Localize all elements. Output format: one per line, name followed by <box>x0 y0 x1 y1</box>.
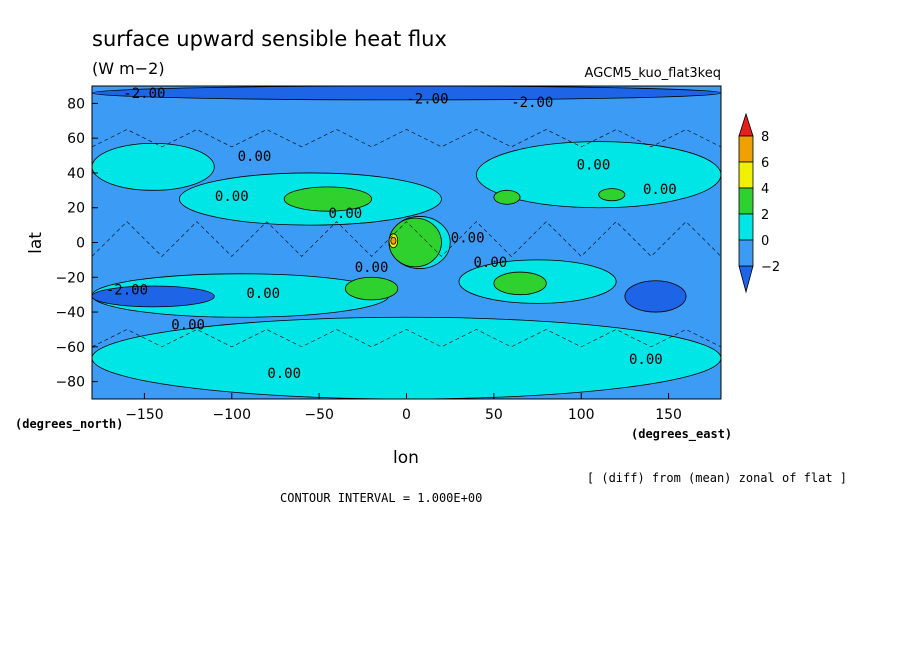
y-tick-label: −60 <box>55 340 85 356</box>
contour-label: 0.00 <box>451 231 485 247</box>
contour-label: 0.00 <box>238 149 272 165</box>
contour-label: 0.00 <box>577 157 611 173</box>
y-tick-label: 40 <box>67 166 85 182</box>
contour-region-15 <box>598 188 626 202</box>
y-tick-label: 60 <box>67 131 85 147</box>
colorbar-label: 2 <box>761 208 769 223</box>
y-tick-label: 20 <box>67 201 85 217</box>
plot-area: -2.00 -2.00 -2.00 0.00 0.00 0.00 0.00 0.00 0.00 0… <box>92 86 721 399</box>
units-label: (W m−2) <box>92 59 165 78</box>
colorbar-label: 8 <box>761 130 769 145</box>
dashed-contour-0 <box>92 221 721 257</box>
contour-label: 0.00 <box>355 260 389 276</box>
contour-label: 0.00 <box>267 366 301 382</box>
contour-region-7 <box>92 86 721 101</box>
contour-region-14 <box>493 189 521 205</box>
colorbar-low-arrow <box>738 265 754 294</box>
contour-label: -2.00 <box>106 283 148 299</box>
diff-note: [ (diff) from (mean) zonal of flat ] <box>587 471 847 485</box>
colorbar-high-arrow <box>738 112 754 137</box>
colorbar-swatch <box>738 187 754 215</box>
dashed-contour-2 <box>92 129 721 148</box>
x-tick-label: 100 <box>568 407 595 423</box>
y-axis-title: lat <box>26 232 46 254</box>
y-tick-label: −40 <box>55 305 85 321</box>
contour-region-13 <box>493 271 547 296</box>
contour-region-8 <box>92 285 215 308</box>
contour-region-6 <box>476 141 721 209</box>
x-axis: −150 −100 −50 0 50 100 150 <box>125 393 682 423</box>
x-unit-label: (degrees_east) <box>631 427 732 442</box>
x-tick-label: −150 <box>125 407 163 423</box>
y-tick-label: −80 <box>55 375 85 391</box>
x-tick-label: 50 <box>485 407 503 423</box>
contour-region-9 <box>624 280 687 313</box>
contour-fill-layer <box>92 86 721 399</box>
y-axis: −80 −60 −40 −20 0 20 40 60 80 <box>55 96 98 391</box>
contour-interval-note: CONTOUR INTERVAL = 1.000E+00 <box>280 491 482 505</box>
contour-label: 0.00 <box>171 317 205 333</box>
contour-label: 0.00 <box>629 352 663 368</box>
colorbar-label: 4 <box>761 182 769 197</box>
colorbar-swatch <box>738 161 754 189</box>
contour-label: 0.00 <box>474 255 508 271</box>
contour-label: -2.00 <box>406 91 448 107</box>
contour-region-11 <box>344 276 399 301</box>
contour-label: -2.00 <box>511 95 553 111</box>
dashed-contour-1 <box>92 329 721 348</box>
colorbar-swatch <box>738 213 754 241</box>
y-tick-label: −20 <box>55 270 85 286</box>
negative-contour-lines <box>92 129 721 348</box>
x-tick-label: −50 <box>304 407 334 423</box>
chart-title: surface upward sensible heat flux <box>92 27 447 51</box>
contour-label-layer: -2.00 -2.00 -2.00 0.00 0.00 0.00 0.00 0.00 0.00 0… <box>106 86 677 382</box>
x-tick-label: −100 <box>213 407 251 423</box>
contour-region-10 <box>283 186 372 212</box>
contour-label: 0.00 <box>215 189 249 205</box>
contour-label: 0.00 <box>328 206 362 222</box>
run-label: AGCM5_kuo_flat3keq <box>585 66 721 81</box>
x-tick-label: 0 <box>402 407 411 423</box>
contour-label: -2.00 <box>123 86 165 102</box>
colorbar: −2 0 2 4 6 8 <box>738 112 780 294</box>
contour-label: 0.00 <box>246 286 280 302</box>
contour-region-17 <box>390 236 397 245</box>
colorbar-swatch <box>738 135 754 163</box>
colorbar-label: 6 <box>761 156 769 171</box>
colorbar-label: −2 <box>761 260 780 275</box>
contour-region-3 <box>92 142 215 191</box>
x-axis-title: lon <box>393 448 419 468</box>
colorbar-swatch <box>738 239 754 267</box>
y-tick-label: 80 <box>67 96 85 112</box>
x-tick-label: 150 <box>655 407 682 423</box>
y-unit-label: (degrees_north) <box>15 417 123 432</box>
y-tick-label: 0 <box>76 236 85 252</box>
colorbar-label: 0 <box>761 234 769 249</box>
contour-label: 0.00 <box>643 182 677 198</box>
